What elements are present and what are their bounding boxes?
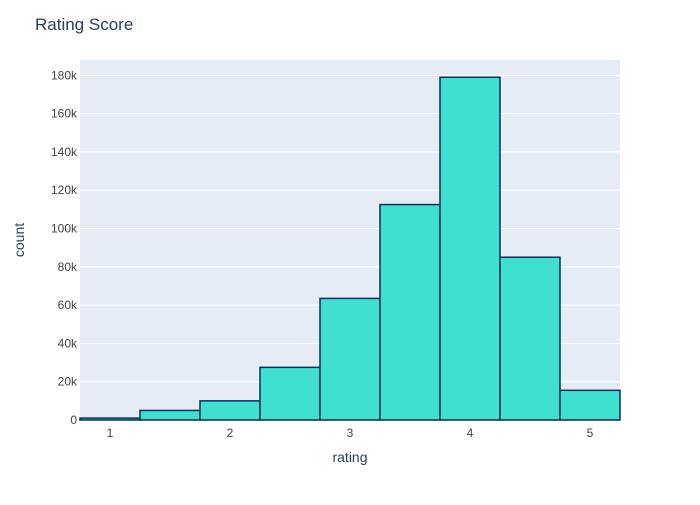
bar-1 <box>139 409 201 421</box>
x-axis-label: rating <box>332 449 367 465</box>
bar-3 <box>259 366 321 421</box>
y-tick-label-6: 120k <box>51 183 78 197</box>
x-tick-label-4: 5 <box>587 426 594 440</box>
bar-8 <box>559 389 621 421</box>
y-tick-label-5: 100k <box>51 222 78 236</box>
x-tick-label-3: 4 <box>467 426 474 440</box>
bar-0 <box>79 417 141 421</box>
y-tick-label-9: 180k <box>51 68 78 82</box>
y-tick-label-4: 80k <box>58 260 78 274</box>
y-tick-label-8: 160k <box>51 107 78 121</box>
x-tick-label-0: 1 <box>107 426 114 440</box>
bar-6 <box>439 76 501 421</box>
y-tick-label-0: 0 <box>70 413 77 427</box>
y-axis-label: count <box>11 223 27 257</box>
bar-2 <box>199 400 261 421</box>
y-tick-label-7: 140k <box>51 145 78 159</box>
bars <box>79 76 621 421</box>
chart-title: Rating Score <box>35 15 133 34</box>
x-tick-label-2: 3 <box>347 426 354 440</box>
y-tick-label-2: 40k <box>58 336 78 350</box>
y-tick-labels: 0 20k 40k 60k 80k 100k 120k 140k 160k 180k <box>51 68 78 427</box>
x-tick-labels: 1 2 3 4 5 <box>107 426 594 440</box>
bar-4 <box>319 297 381 421</box>
bar-5 <box>379 203 441 421</box>
x-tick-label-1: 2 <box>227 426 234 440</box>
y-tick-label-3: 60k <box>58 298 78 312</box>
bar-7 <box>499 256 561 421</box>
y-tick-label-1: 20k <box>58 375 78 389</box>
